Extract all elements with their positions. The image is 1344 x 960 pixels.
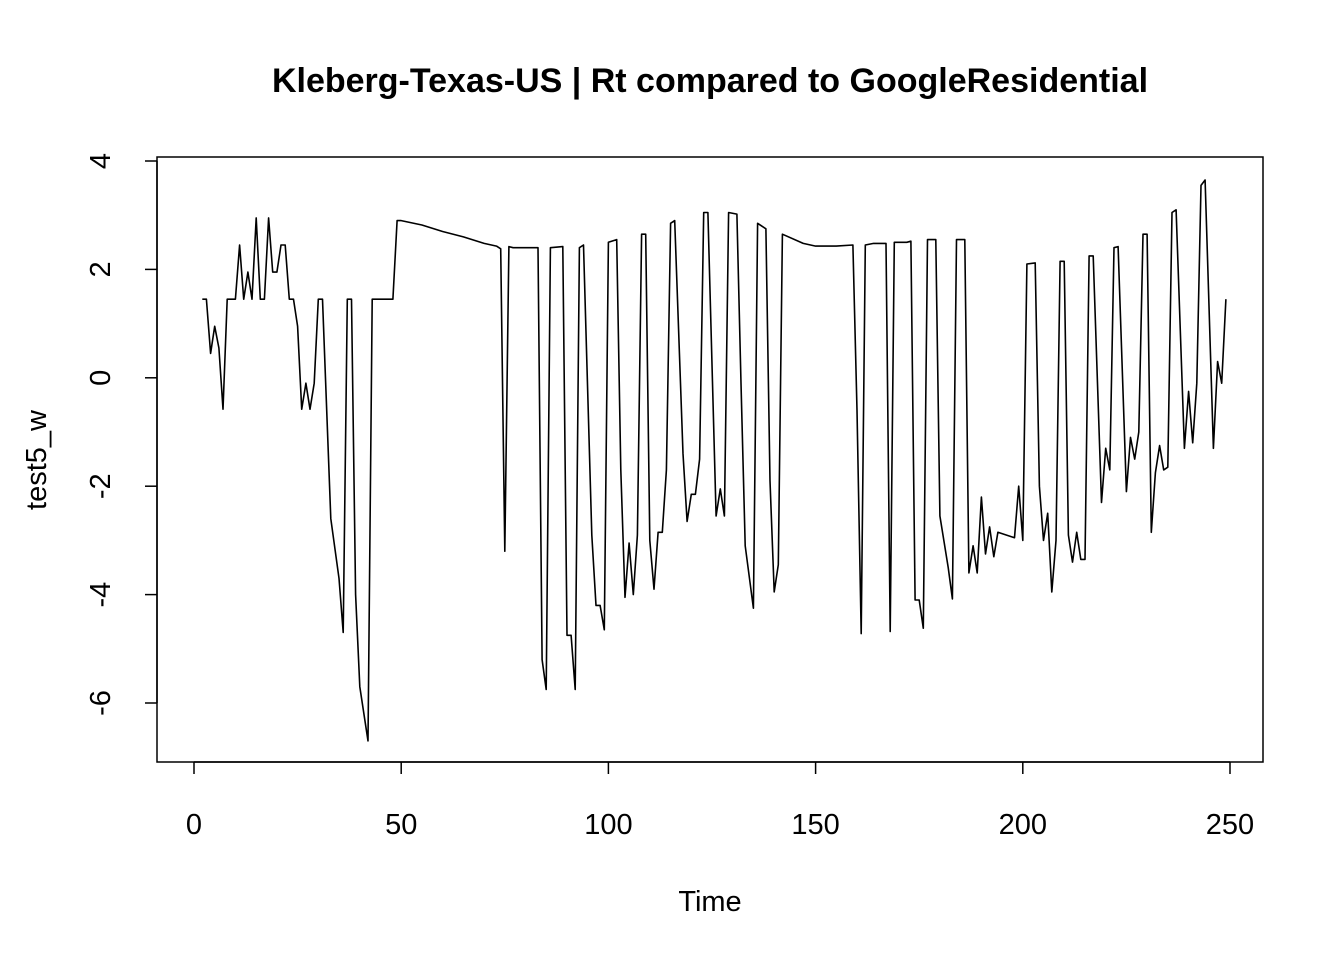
y-tick-label: -4 (85, 582, 117, 608)
x-axis: 0 50 100 150 200 250 (186, 761, 1254, 841)
y-tick-label: 4 (85, 153, 117, 169)
x-tick-label: 50 (385, 809, 417, 841)
x-tick-label: 150 (791, 809, 839, 841)
plot-frame (156, 156, 1264, 763)
series-layer (202, 179, 1227, 742)
y-tick-label: -6 (85, 690, 117, 716)
x-axis-label: Time (678, 886, 741, 918)
x-tick-label: 0 (186, 809, 202, 841)
y-tick-label: 2 (85, 261, 117, 277)
chart-title: Kleberg-Texas-US | Rt compared to Google… (272, 62, 1148, 100)
x-tick-label: 250 (1206, 809, 1254, 841)
x-tick-label: 200 (999, 809, 1047, 841)
y-axis-label: test5_w (21, 409, 53, 510)
x-tick-label: 100 (584, 809, 632, 841)
y-tick-label: -2 (85, 473, 117, 499)
series-line-1 (202, 179, 1227, 742)
y-axis: -6 -4 -2 0 2 4 (85, 153, 158, 716)
y-tick-label: 0 (85, 370, 117, 386)
